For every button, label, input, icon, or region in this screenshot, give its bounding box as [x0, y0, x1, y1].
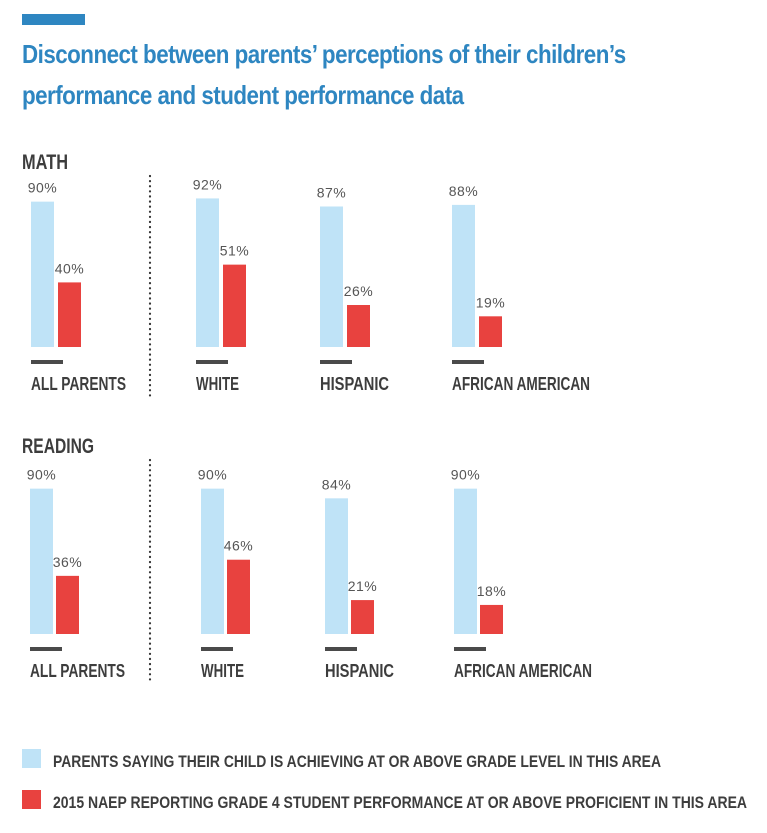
reading-all-parents-naep-bar	[56, 575, 79, 634]
reading-african-american-parents-value: 90%	[451, 467, 481, 483]
math-african-american-parents-bar	[452, 204, 475, 347]
reading-african-american-label: AFRICAN AMERICAN	[454, 661, 592, 681]
math-all-parents-label: ALL PARENTS	[31, 374, 126, 394]
reading-african-american-naep-value: 18%	[477, 583, 507, 599]
math-hispanic-label: HISPANIC	[320, 374, 389, 394]
reading-hispanic-parents-value: 84%	[322, 476, 352, 492]
reading-white-naep-value: 46%	[224, 538, 254, 554]
math-african-american-label: AFRICAN AMERICAN	[452, 374, 590, 394]
math-white-tick	[196, 360, 228, 364]
legend-label-1: PARENTS SAYING THEIR CHILD IS ACHIEVING …	[53, 752, 661, 771]
reading-hispanic-parents-bar	[325, 498, 348, 634]
math-white-parents-bar	[196, 198, 219, 347]
math-african-american-parents-value: 88%	[449, 183, 479, 199]
reading-all-parents-naep-value: 36%	[53, 554, 83, 570]
reading-all-parents-parents-bar	[30, 488, 53, 634]
math-african-american-naep-bar	[479, 316, 502, 347]
reading-white-naep-bar	[227, 559, 250, 634]
reading-white-label: WHITE	[201, 661, 244, 681]
reading-white-tick	[201, 647, 233, 651]
reading-all-parents-tick	[30, 647, 62, 651]
math-african-american-naep-value: 19%	[476, 294, 506, 310]
math-white-naep-bar	[223, 264, 246, 347]
accent-bar	[22, 14, 85, 25]
math-all-parents-parents-bar	[31, 201, 54, 347]
math-all-parents-naep-value: 40%	[55, 260, 85, 276]
reading-white-parents-bar	[201, 488, 224, 634]
math-all-parents-naep-bar	[58, 282, 81, 347]
reading-heading: READING	[22, 435, 94, 458]
reading-hispanic-tick	[325, 647, 357, 651]
math-white-label: WHITE	[196, 374, 239, 394]
chart-title: Disconnect between parents’ perceptions …	[22, 39, 626, 110]
math-white-naep-value: 51%	[220, 243, 250, 259]
math-all-parents-parents-value: 90%	[28, 180, 58, 196]
reading-all-parents-parents-value: 90%	[27, 467, 57, 483]
math-white-parents-value: 92%	[193, 176, 223, 192]
math-hispanic-parents-bar	[320, 206, 343, 347]
reading-african-american-tick	[454, 647, 486, 651]
reading-african-american-parents-bar	[454, 488, 477, 634]
math-hispanic-naep-bar	[347, 305, 370, 347]
reading-hispanic-naep-bar	[351, 600, 374, 634]
math-all-parents-tick	[31, 360, 63, 364]
math-african-american-tick	[452, 360, 484, 364]
reading-all-parents-label: ALL PARENTS	[30, 661, 125, 681]
math-heading: MATH	[22, 151, 68, 174]
math-hispanic-parents-value: 87%	[317, 184, 347, 200]
math-hispanic-naep-value: 26%	[344, 283, 374, 299]
reading-hispanic-naep-value: 21%	[348, 578, 378, 594]
reading-hispanic-label: HISPANIC	[325, 661, 394, 681]
reading-african-american-naep-bar	[480, 604, 503, 634]
math-hispanic-tick	[320, 360, 352, 364]
legend-swatch-2	[22, 790, 41, 809]
legend-swatch-1	[22, 749, 41, 768]
legend-label-2: 2015 NAEP REPORTING GRADE 4 STUDENT PERF…	[53, 793, 747, 812]
reading-white-parents-value: 90%	[198, 467, 228, 483]
